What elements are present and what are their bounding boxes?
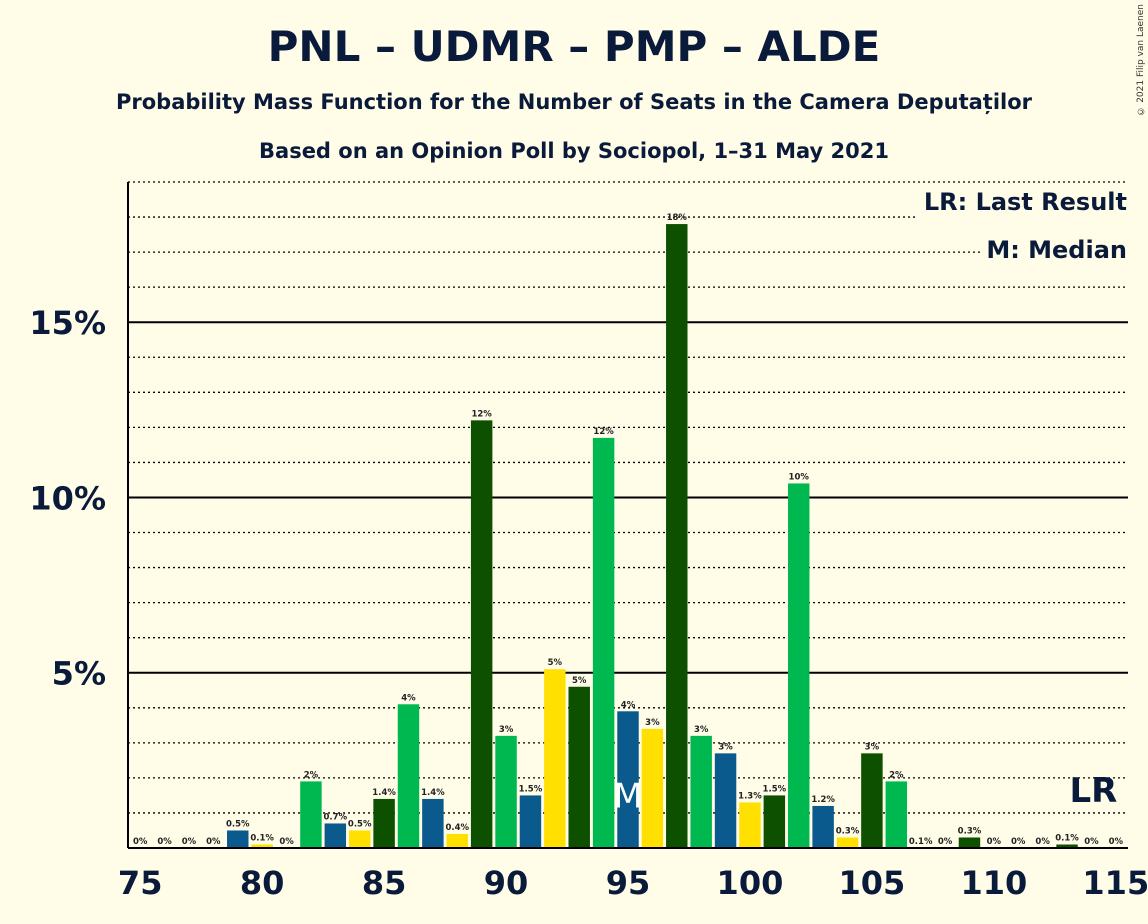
data-label-seat-75: 0% xyxy=(133,837,148,847)
data-label-seat-83: 0.7% xyxy=(324,812,348,822)
data-label-seat-82: 2% xyxy=(304,770,319,780)
data-label-seat-84: 0.5% xyxy=(348,819,372,829)
data-label-seat-107: 0.1% xyxy=(909,837,933,847)
data-label-seat-93: 5% xyxy=(572,676,587,686)
legend-background xyxy=(917,186,1133,218)
data-label-seat-115: 0% xyxy=(1109,837,1124,847)
data-label-seat-106: 2% xyxy=(889,770,904,780)
x-tick-label: 95 xyxy=(606,864,651,902)
legend-background xyxy=(980,234,1133,266)
data-label-seat-101: 1.5% xyxy=(763,784,787,794)
chart-subtitle: Probability Mass Function for the Number… xyxy=(115,90,1032,114)
data-label-seat-94: 12% xyxy=(593,427,614,437)
bar-seat-105 xyxy=(861,753,883,848)
axes: 5% 10% 15% 75 80 85 90 95 100 105 110 115 xyxy=(29,182,1148,902)
data-label-seat-111: 0% xyxy=(1011,837,1026,847)
x-tick-label: 75 xyxy=(118,864,163,902)
x-tick-label: 105 xyxy=(839,864,906,902)
bar-seat-101 xyxy=(763,795,786,848)
data-label-seat-102: 10% xyxy=(789,472,810,482)
legend-last-result: LR: Last Result xyxy=(924,188,1127,216)
legend-median: M: Median xyxy=(986,236,1127,264)
data-label-seat-114: 0% xyxy=(1084,837,1099,847)
bar-seat-113 xyxy=(1056,844,1078,848)
x-tick-label: 115 xyxy=(1082,864,1148,902)
data-label-seat-80: 0.1% xyxy=(250,833,274,843)
bar-seat-87 xyxy=(422,798,444,848)
data-label-seat-91: 1.5% xyxy=(519,784,543,794)
bar-seat-104 xyxy=(836,837,859,848)
bar-seat-84 xyxy=(348,830,371,848)
data-label-seat-113: 0.1% xyxy=(1055,833,1079,843)
y-tick-label: 15% xyxy=(29,304,106,342)
data-label-seat-90: 3% xyxy=(499,725,514,735)
y-tick-label: 5% xyxy=(52,655,106,693)
bar-seat-100 xyxy=(739,802,761,848)
x-tick-label: 80 xyxy=(240,864,285,902)
data-label-seat-105: 3% xyxy=(865,742,880,752)
data-label-seat-87: 1.4% xyxy=(421,788,445,798)
data-label-seat-77: 0% xyxy=(182,837,197,847)
data-label-seat-108: 0% xyxy=(938,837,953,847)
bar-seat-106 xyxy=(885,781,908,848)
data-label-seat-86: 4% xyxy=(401,693,416,703)
bars xyxy=(227,224,1078,848)
data-label-seat-76: 0% xyxy=(157,837,172,847)
data-label-seat-104: 0.3% xyxy=(836,826,860,836)
last-result-marker: LR xyxy=(1069,771,1117,811)
bar-seat-98 xyxy=(690,735,712,848)
data-label-seat-100: 1.3% xyxy=(738,791,762,801)
data-label-seat-109: 0.3% xyxy=(958,826,982,836)
x-tick-label: 85 xyxy=(362,864,407,902)
data-label-seat-97: 18% xyxy=(667,213,688,223)
bar-seat-102 xyxy=(788,483,810,848)
data-label-seat-85: 1.4% xyxy=(372,788,396,798)
data-labels: 0% 0% 0% 0%0.5%0.1% 0%2%0.7%0.5%1.4%4%1.4%0.… xyxy=(133,213,1124,847)
bar-seat-103 xyxy=(812,805,834,848)
data-label-seat-110: 0% xyxy=(987,837,1002,847)
bar-seat-96 xyxy=(641,728,664,848)
data-label-seat-99: 3% xyxy=(718,742,733,752)
data-label-seat-103: 1.2% xyxy=(811,795,835,805)
bar-seat-94 xyxy=(592,437,615,848)
bar-seat-109 xyxy=(958,837,981,848)
data-label-seat-98: 3% xyxy=(694,725,709,735)
bar-seat-86 xyxy=(397,704,420,848)
bar-seat-80 xyxy=(251,844,273,848)
data-label-seat-78: 0% xyxy=(206,837,221,847)
bar-seat-89 xyxy=(470,420,493,848)
bar-seat-91 xyxy=(519,795,542,848)
bar-seat-85 xyxy=(373,798,395,848)
bar-seat-90 xyxy=(495,735,517,848)
data-label-seat-96: 3% xyxy=(645,718,660,728)
bar-seat-92 xyxy=(544,669,566,848)
bar-seat-82 xyxy=(300,781,322,848)
bar-seat-97 xyxy=(666,224,688,848)
data-label-seat-88: 0.4% xyxy=(445,823,469,833)
legend: LR: Last Result M: Median xyxy=(917,186,1133,266)
data-label-seat-95: 4% xyxy=(621,700,636,710)
median-marker: M xyxy=(613,776,642,816)
chart-subtitle-poll: Based on an Opinion Poll by Sociopol, 1–… xyxy=(259,139,889,163)
chart-title: PNL – UDMR – PMP – ALDE xyxy=(267,22,881,71)
data-label-seat-89: 12% xyxy=(471,409,492,419)
data-label-seat-112: 0% xyxy=(1035,837,1050,847)
data-label-seat-92: 5% xyxy=(548,658,563,668)
bar-seat-99 xyxy=(714,753,737,848)
x-tick-label: 90 xyxy=(484,864,529,902)
y-tick-label: 10% xyxy=(29,479,106,517)
bar-seat-83 xyxy=(324,823,347,848)
bar-seat-95 xyxy=(617,711,639,848)
x-tick-label: 110 xyxy=(960,864,1027,902)
bar-seat-79 xyxy=(227,830,249,848)
x-tick-label: 100 xyxy=(717,864,784,902)
data-label-seat-81: 0% xyxy=(279,837,294,847)
bar-seat-93 xyxy=(568,686,590,848)
bar-seat-88 xyxy=(446,833,468,848)
data-label-seat-79: 0.5% xyxy=(226,819,250,829)
